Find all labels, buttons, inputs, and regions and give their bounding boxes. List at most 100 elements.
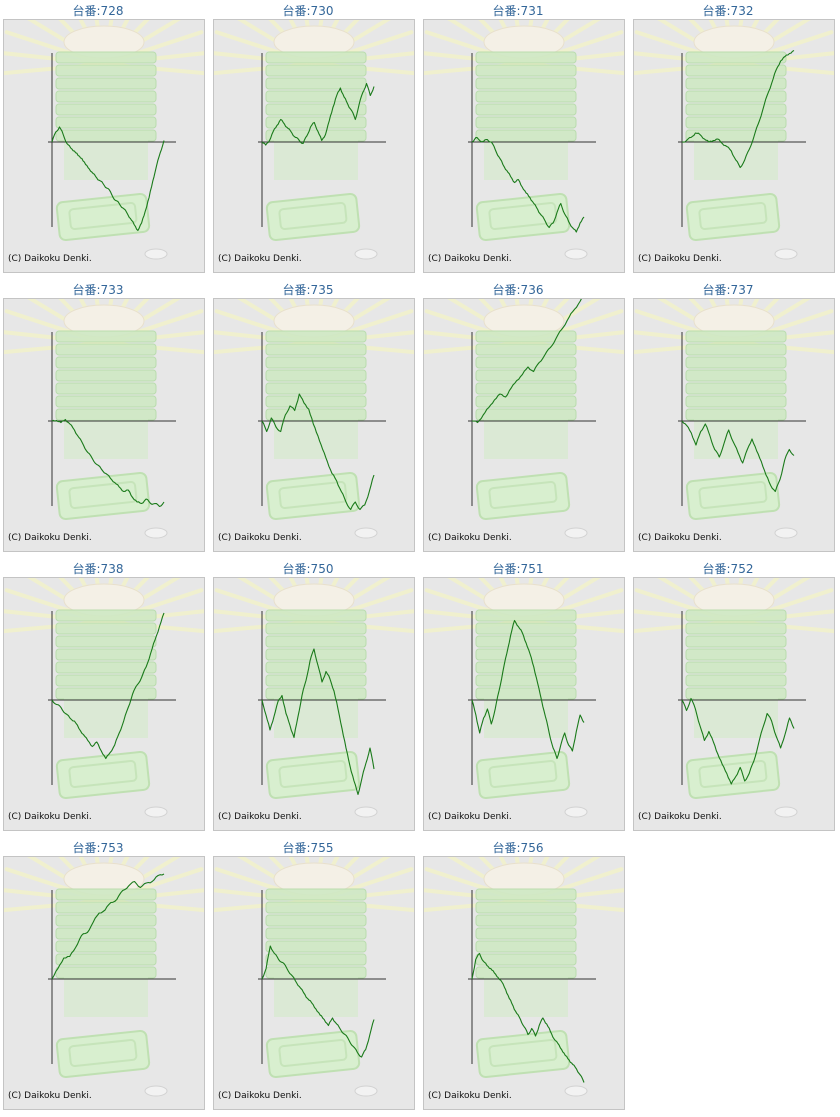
series-line: [681, 420, 795, 493]
chart-svg: [4, 857, 204, 1097]
background-art: [4, 20, 204, 260]
chart-cell: 台番:737 (C) Daikoku Denki.: [630, 279, 840, 558]
copyright-text: (C) Daikoku Denki.: [428, 812, 512, 822]
copyright-text: (C) Daikoku Denki.: [8, 254, 92, 264]
chart-svg: [634, 20, 834, 260]
chart-panel: (C) Daikoku Denki.: [423, 19, 625, 273]
chart-svg: [634, 578, 834, 818]
chart-panel: (C) Daikoku Denki.: [3, 19, 205, 273]
background-art: [424, 20, 624, 260]
chart-panel: (C) Daikoku Denki.: [213, 19, 415, 273]
chart-title: 台番:753: [72, 841, 124, 855]
series-line: [261, 393, 375, 511]
chart-svg: [214, 20, 414, 260]
series-line: [471, 952, 585, 1083]
chart-panel: (C) Daikoku Denki.: [213, 856, 415, 1110]
copyright-text: (C) Daikoku Denki.: [218, 812, 302, 822]
copyright-text: (C) Daikoku Denki.: [218, 254, 302, 264]
copyright-text: (C) Daikoku Denki.: [638, 812, 722, 822]
background-art: [214, 857, 414, 1097]
chart-svg: [424, 20, 624, 260]
chart-svg: [424, 578, 624, 818]
series-line: [471, 299, 582, 424]
chart-panel: (C) Daikoku Denki.: [633, 298, 835, 552]
background-art: [214, 578, 414, 818]
background-art: [214, 299, 414, 539]
background-art: [424, 857, 624, 1097]
chart-title: 台番:756: [492, 841, 544, 855]
chart-title: 台番:755: [282, 841, 334, 855]
series-line: [51, 612, 165, 760]
chart-cell: 台番:728 (C) Daikoku Denki.: [0, 0, 210, 279]
series-line: [261, 648, 375, 796]
chart-title: 台番:733: [72, 283, 124, 297]
chart-cell: 台番:735 (C) Daikoku Denki.: [210, 279, 420, 558]
chart-svg: [214, 299, 414, 539]
chart-panel: (C) Daikoku Denki.: [423, 577, 625, 831]
background-art: [424, 299, 624, 539]
chart-cell: 台番:738 (C) Daikoku Denki.: [0, 558, 210, 837]
series-line: [681, 50, 795, 169]
series-line: [51, 126, 165, 232]
chart-svg: [214, 857, 414, 1097]
chart-cell: 台番:730 (C) Daikoku Denki.: [210, 0, 420, 279]
chart-cell: 台番:753 (C) Daikoku Denki.: [0, 837, 210, 1116]
chart-title: 台番:728: [72, 4, 124, 18]
chart-cell: 台番:736 (C) Daikoku Denki.: [420, 279, 630, 558]
series-line: [681, 697, 795, 785]
copyright-text: (C) Daikoku Denki.: [428, 533, 512, 543]
copyright-text: (C) Daikoku Denki.: [218, 533, 302, 543]
background-art: [634, 20, 834, 260]
chart-cell: 台番:752 (C) Daikoku Denki.: [630, 558, 840, 837]
copyright-text: (C) Daikoku Denki.: [218, 1091, 302, 1101]
background-art: [4, 578, 204, 818]
chart-panel: (C) Daikoku Denki.: [213, 298, 415, 552]
copyright-text: (C) Daikoku Denki.: [8, 533, 92, 543]
chart-panel: (C) Daikoku Denki.: [3, 577, 205, 831]
series-line: [261, 945, 375, 1058]
background-art: [214, 20, 414, 260]
copyright-text: (C) Daikoku Denki.: [428, 1091, 512, 1101]
chart-panel: (C) Daikoku Denki.: [423, 298, 625, 552]
chart-title: 台番:736: [492, 283, 544, 297]
chart-svg: [424, 299, 624, 539]
chart-title: 台番:732: [702, 4, 754, 18]
chart-title: 台番:737: [702, 283, 754, 297]
chart-panel: (C) Daikoku Denki.: [633, 19, 835, 273]
chart-title: 台番:730: [282, 4, 334, 18]
chart-svg: [4, 578, 204, 818]
chart-panel: (C) Daikoku Denki.: [3, 298, 205, 552]
chart-title: 台番:738: [72, 562, 124, 576]
chart-cell: 台番:751 (C) Daikoku Denki.: [420, 558, 630, 837]
chart-cell: 台番:755 (C) Daikoku Denki.: [210, 837, 420, 1116]
chart-svg: [4, 299, 204, 539]
chart-panel: (C) Daikoku Denki.: [423, 856, 625, 1110]
series-line: [471, 136, 585, 233]
chart-cell: 台番:733 (C) Daikoku Denki.: [0, 279, 210, 558]
series-line: [51, 873, 165, 980]
background-art: [634, 578, 834, 818]
copyright-text: (C) Daikoku Denki.: [638, 533, 722, 543]
series-line: [51, 418, 165, 508]
copyright-text: (C) Daikoku Denki.: [8, 1091, 92, 1101]
chart-cell: 台番:731 (C) Daikoku Denki.: [420, 0, 630, 279]
background-art: [4, 299, 204, 539]
chart-svg: [4, 20, 204, 260]
chart-panel: (C) Daikoku Denki.: [213, 577, 415, 831]
chart-panel: (C) Daikoku Denki.: [3, 856, 205, 1110]
chart-svg: [634, 299, 834, 539]
chart-title: 台番:750: [282, 562, 334, 576]
chart-title: 台番:752: [702, 562, 754, 576]
chart-cell: 台番:756 (C) Daikoku Denki.: [420, 837, 630, 1116]
background-art: [634, 299, 834, 539]
background-art: [424, 578, 624, 818]
chart-svg: [424, 857, 624, 1097]
series-line: [471, 619, 585, 760]
chart-svg: [214, 578, 414, 818]
chart-title: 台番:731: [492, 4, 544, 18]
chart-title: 台番:751: [492, 562, 544, 576]
chart-title: 台番:735: [282, 283, 334, 297]
chart-cell: 台番:732 (C) Daikoku Denki.: [630, 0, 840, 279]
copyright-text: (C) Daikoku Denki.: [8, 812, 92, 822]
chart-cell: 台番:750 (C) Daikoku Denki.: [210, 558, 420, 837]
